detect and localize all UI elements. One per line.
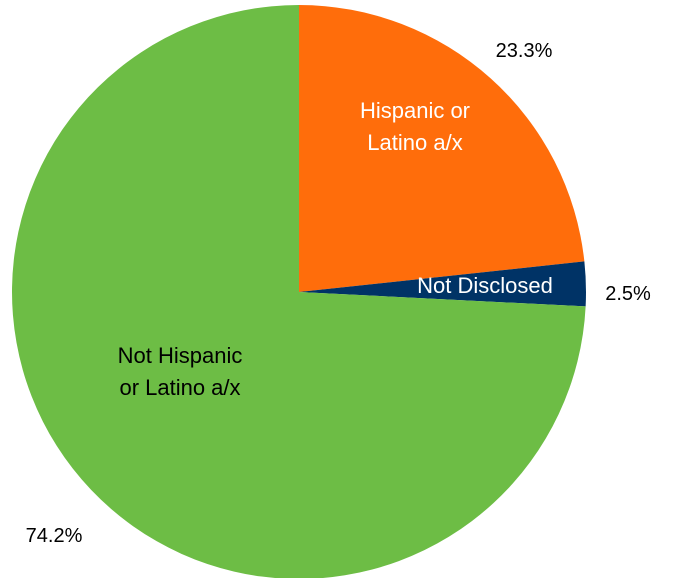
value-label-not-hispanic-or-latino: 74.2% [26,525,83,547]
value-label-not-disclosed: 2.5% [605,283,651,305]
pie-labels: Hispanic or Latino a/x 23.3% Not Disclosed 2… [26,40,651,547]
pie-slices [12,5,586,578]
pie-slice-not-disclosed [299,261,586,307]
value-label-hispanic-or-latino: 23.3% [496,40,553,62]
pie-slice-hispanic-or-latino [299,5,585,292]
slice-label-not-hispanic-or-latino: Not Hispanic or Latino a/x [118,343,243,400]
slice-label-hispanic-or-latino: Hispanic or Latino a/x [360,98,470,155]
slice-label-not-disclosed: Not Disclosed [417,273,553,298]
pie-slice-not-hispanic-or-latino [12,5,586,578]
